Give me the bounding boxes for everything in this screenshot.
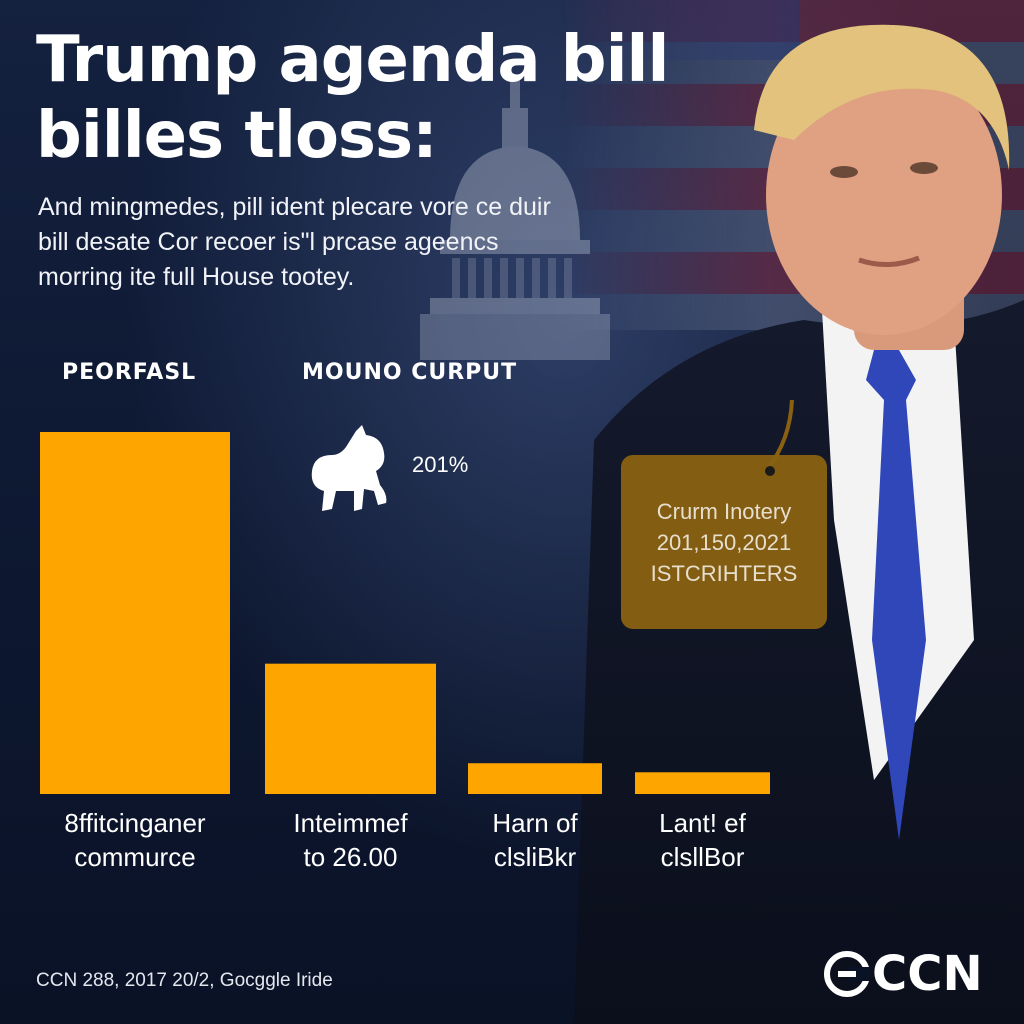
ccn-logo: CCN	[824, 946, 983, 1002]
bar-label-3-line-1: Harn of	[492, 808, 578, 838]
bar-label-1-line-1: 8ffitcinganer	[64, 808, 206, 838]
bar-label-2-line-2: to 26.00	[303, 842, 398, 872]
legend-left-heading: PEORFASL	[62, 360, 197, 385]
bar-label-4-line-1: Lant! ef	[659, 808, 746, 838]
title-line-1: Trump agenda bill	[36, 23, 669, 97]
bar-label-1-line-2: commurce	[74, 842, 196, 872]
dog-icon	[311, 425, 387, 511]
callout-line-2: 201,150,2021	[656, 529, 792, 555]
bar-label-2-line-1: Inteimmef	[293, 808, 408, 838]
stat-value: 201%	[412, 452, 469, 477]
subtitle-line-1: And mingmedes, pill ident plecare vore c…	[38, 193, 551, 221]
subtitle-line-3: morring ite full House tootey.	[38, 263, 355, 291]
bar-label-3: Harn of clsliBkr	[425, 806, 645, 874]
callout-hole	[765, 466, 775, 476]
source-footer: CCN 288, 2017 20/2, Gocggle Iride	[36, 970, 333, 991]
callout-line-1: Crurm Inotery	[656, 498, 792, 524]
subtitle: And mingmedes, pill ident plecare vore c…	[38, 190, 678, 295]
capitol-dome-image	[420, 80, 610, 360]
logo-text: CCN	[872, 946, 983, 1002]
page-title: Trump agenda bill billes tloss:	[36, 22, 736, 174]
bar-label-2: Inteimmef to 26.00	[241, 806, 461, 874]
ccn-logo-icon	[824, 951, 870, 997]
bar-label-1: 8ffitcinganer commurce	[25, 806, 245, 874]
flag-canton	[560, 0, 800, 60]
legend-middle-heading: MOUNO CURPUT	[302, 360, 518, 385]
bar-label-3-line-2: clsliBkr	[493, 842, 577, 872]
callout-line-3: ISTCRIHTERS	[650, 560, 798, 586]
bar-label-4: Lant! ef clsllBor	[593, 806, 813, 874]
bar-label-4-line-2: clsllBor	[660, 842, 745, 872]
title-line-2: billes tloss:	[36, 99, 438, 173]
callout-tag: Crurm Inotery 201,150,2021 ISTCRIHTERS	[621, 455, 827, 629]
subtitle-line-2: bill desate Cor recoer is"l prcase ageen…	[38, 228, 499, 256]
